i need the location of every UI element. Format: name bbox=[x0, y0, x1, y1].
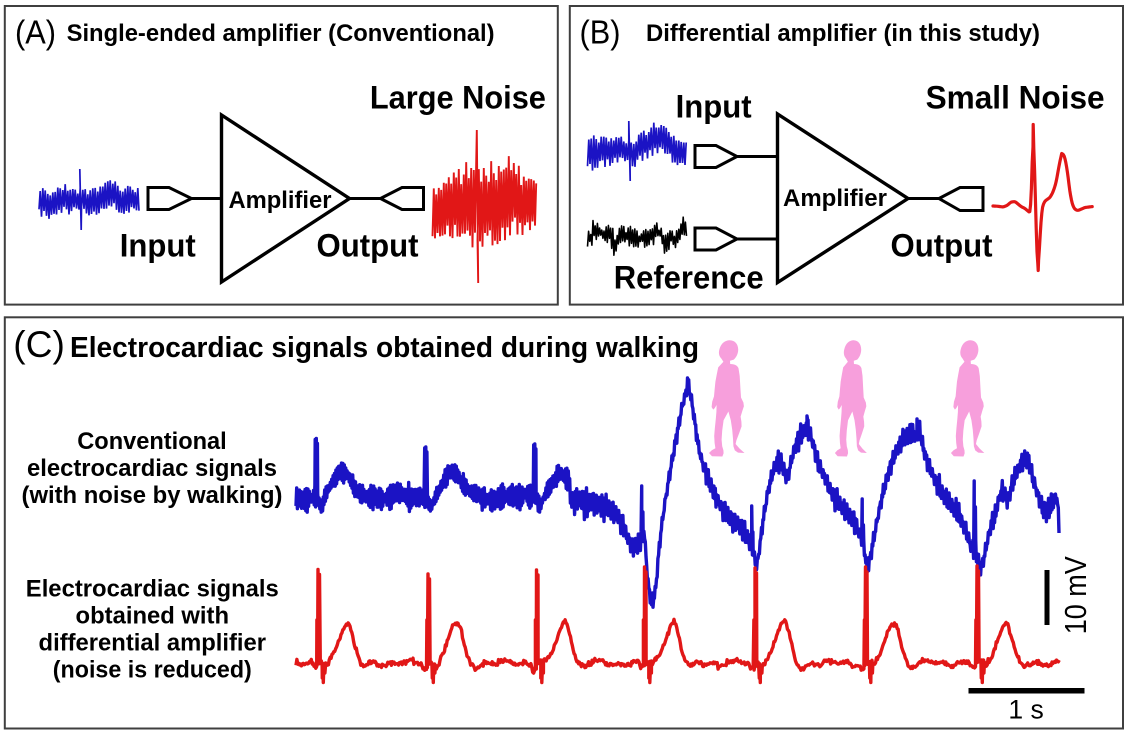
svg-text:Electrocardiac signals obtaine: Electrocardiac signals obtained during w… bbox=[70, 332, 699, 364]
svg-text:Single-ended amplifier (Conven: Single-ended amplifier (Conventional) bbox=[67, 20, 495, 47]
svg-text:Input: Input bbox=[676, 89, 752, 125]
svg-text:Conventional: Conventional bbox=[77, 428, 227, 455]
svg-text:1 s: 1 s bbox=[1008, 695, 1043, 725]
svg-text:differential amplifier: differential amplifier bbox=[39, 630, 267, 657]
svg-text:(C): (C) bbox=[13, 324, 65, 365]
svg-text:obtained with: obtained with bbox=[76, 603, 230, 630]
svg-text:Large Noise: Large Noise bbox=[370, 80, 546, 116]
svg-text:Differential amplifier (in thi: Differential amplifier (in this study) bbox=[646, 20, 1040, 47]
svg-text:(B): (B) bbox=[580, 14, 621, 51]
svg-text:Electrocardiac signals: Electrocardiac signals bbox=[26, 576, 279, 603]
svg-text:Amplifier: Amplifier bbox=[783, 185, 887, 212]
svg-text:Small Noise: Small Noise bbox=[926, 80, 1105, 116]
svg-text:Output: Output bbox=[891, 228, 993, 264]
svg-text:Output: Output bbox=[317, 227, 419, 263]
svg-text:electrocardiac signals: electrocardiac signals bbox=[27, 455, 277, 482]
svg-text:Reference: Reference bbox=[614, 260, 764, 296]
svg-text:Input: Input bbox=[120, 227, 196, 263]
svg-text:(with noise by walking): (with noise by walking) bbox=[22, 482, 283, 509]
svg-text:(noise is reduced): (noise is reduced) bbox=[53, 656, 252, 683]
svg-text:Amplifier: Amplifier bbox=[229, 187, 332, 214]
svg-text:(A): (A) bbox=[15, 14, 56, 51]
svg-text:10 mV: 10 mV bbox=[1058, 556, 1093, 634]
